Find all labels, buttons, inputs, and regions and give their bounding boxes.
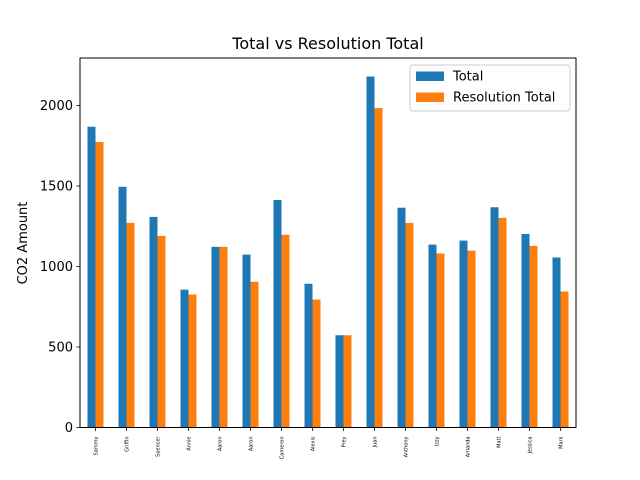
legend-swatch-resolution-total xyxy=(416,92,444,102)
x-tick-label: Prey xyxy=(342,436,348,447)
bar-resolution-total-1 xyxy=(126,222,135,428)
bar-total-0 xyxy=(87,126,96,428)
bar-total-5 xyxy=(242,254,251,428)
bar-resolution-total-3 xyxy=(188,294,197,428)
x-tick-label: Jessica xyxy=(528,437,534,455)
bar-resolution-total-0 xyxy=(95,142,104,428)
bar-resolution-total-9 xyxy=(374,108,383,428)
y-tick-label: 2000 xyxy=(40,99,73,114)
chart-title: Total vs Resolution Total xyxy=(231,34,423,53)
y-tick-label: 0 xyxy=(65,421,73,436)
bar-resolution-total-11 xyxy=(436,253,445,428)
x-tick-label: Amanda xyxy=(466,437,472,458)
bar-total-4 xyxy=(211,246,220,428)
bar-resolution-total-7 xyxy=(312,299,321,428)
legend-swatch-total xyxy=(416,71,444,81)
bar-total-8 xyxy=(335,335,344,428)
y-axis-ticks: 0 500 1000 1500 2000 xyxy=(40,99,80,436)
bars-group xyxy=(87,76,569,428)
bar-total-3 xyxy=(180,289,189,428)
x-tick-label: Annie xyxy=(187,437,193,451)
legend-label-resolution-total: Resolution Total xyxy=(453,91,555,106)
x-tick-label: Cameron xyxy=(280,437,286,460)
x-tick-label: Mark xyxy=(559,436,565,448)
bar-total-9 xyxy=(366,76,375,428)
bar-total-13 xyxy=(490,207,499,428)
bar-resolution-total-14 xyxy=(529,245,538,428)
bar-resolution-total-10 xyxy=(405,222,414,428)
bar-resolution-total-13 xyxy=(498,217,507,428)
bar-resolution-total-15 xyxy=(560,291,569,428)
x-axis-ticks: Sammy Griffin Spencer Annie Aaron Aaron Camero… xyxy=(94,427,565,460)
bar-total-11 xyxy=(428,244,437,428)
bar-total-6 xyxy=(273,200,282,428)
x-tick-label: Aaron xyxy=(218,437,224,452)
bar-total-14 xyxy=(521,233,530,428)
legend: Total Resolution Total xyxy=(409,64,571,112)
x-tick-label: Griffin xyxy=(125,437,131,452)
bar-total-15 xyxy=(552,257,561,428)
legend-label-total: Total xyxy=(452,70,483,85)
y-tick-label: 1000 xyxy=(40,260,73,275)
bar-resolution-total-4 xyxy=(219,246,228,428)
x-tick-label: Sammy xyxy=(94,436,100,455)
x-tick-label: Aaron xyxy=(249,437,255,452)
plot-frame xyxy=(79,57,577,428)
x-tick-label: Alexis xyxy=(311,436,317,451)
bar-resolution-total-6 xyxy=(281,234,290,428)
bar-total-12 xyxy=(459,240,468,428)
bar-total-10 xyxy=(397,207,406,428)
bar-total-7 xyxy=(304,283,313,428)
x-tick-label: Izzy xyxy=(435,436,441,446)
legend-box xyxy=(409,64,571,112)
y-tick-label: 500 xyxy=(48,340,73,355)
bar-resolution-total-5 xyxy=(250,281,259,428)
bar-total-2 xyxy=(149,216,158,428)
x-tick-label: Spencer xyxy=(156,436,162,457)
y-tick-label: 1500 xyxy=(40,179,73,194)
bar-resolution-total-8 xyxy=(343,335,352,428)
bar-resolution-total-12 xyxy=(467,250,476,428)
bar-total-1 xyxy=(118,186,127,428)
x-tick-label: Anthony xyxy=(404,436,410,457)
x-tick-label: Juan xyxy=(373,437,379,449)
y-axis-label: CO2 Amount xyxy=(16,202,31,285)
x-tick-label: Matt xyxy=(497,436,503,447)
bar-resolution-total-2 xyxy=(157,235,166,428)
